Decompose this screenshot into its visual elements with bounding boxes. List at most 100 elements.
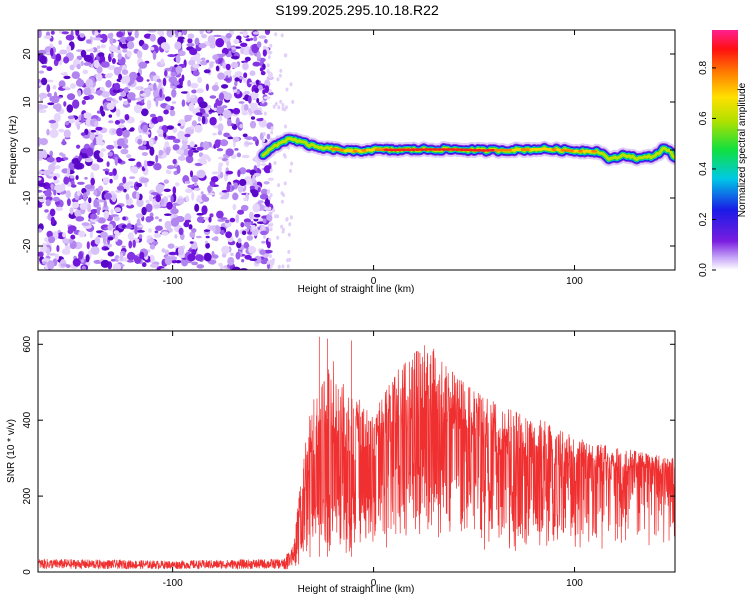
snr-x-tick-label: 100 <box>566 578 583 589</box>
spectrogram-noise-blob <box>217 130 223 136</box>
spectrogram-noise-blob <box>110 258 116 262</box>
spectrogram-noise-blob <box>270 222 274 227</box>
spectrogram-noise-blob <box>281 229 285 234</box>
spectrogram-noise-blob <box>218 92 225 101</box>
spectrogram-noise-blob <box>243 90 250 95</box>
spectrogram-noise-blob <box>117 52 122 60</box>
spectrogram-noise-blob <box>225 148 234 157</box>
spectrogram-noise-blob <box>168 256 178 261</box>
spectrogram-noise-blob <box>196 57 201 66</box>
spectrogram-noise-blob <box>199 30 204 35</box>
spectrogram-noise-blob <box>163 188 171 192</box>
spectrogram-noise-blob <box>211 250 215 257</box>
spectrogram-noise-blob <box>277 105 281 110</box>
spectrogram-noise-blob <box>249 258 258 261</box>
spectrogram-noise-blob <box>260 230 268 236</box>
spectrogram-noise-blob <box>108 120 114 124</box>
spectrogram-noise-blob <box>280 224 284 229</box>
spectrogram-ridge-peak <box>396 148 403 152</box>
spectrogram-noise-blob <box>101 61 110 68</box>
spectrogram-noise-blob <box>170 85 176 89</box>
spectrogram-noise-blob <box>237 185 244 193</box>
spectrogram-noise-blob <box>190 94 195 99</box>
spectrogram-x-tick-label: 0 <box>371 276 377 287</box>
spectrogram-ridge-peak <box>471 148 478 152</box>
spectrogram-noise-blob <box>152 241 159 245</box>
spectrogram-noise-blob <box>185 155 194 164</box>
spectrogram-noise-blob <box>112 263 121 270</box>
spectrogram-noise-blob <box>55 206 64 211</box>
spectrogram-noise-blob <box>135 213 144 219</box>
spectrogram-noise-blob <box>284 53 288 58</box>
spectrogram-noise-blob <box>267 177 274 181</box>
spectrogram-noise-blob <box>285 87 289 92</box>
spectrogram-noise-blob <box>83 54 92 62</box>
spectrogram-noise-blob <box>78 230 86 238</box>
spectrogram-noise-blob <box>263 96 271 100</box>
spectrogram-noise-blob <box>48 253 57 256</box>
spectrogram-noise <box>38 30 295 270</box>
spectrogram-noise-blob <box>69 238 73 244</box>
spectrogram-noise-blob <box>163 109 169 115</box>
spectrogram-noise-blob <box>251 224 256 231</box>
spectrogram-noise-blob <box>266 69 270 74</box>
spectrogram-noise-blob <box>236 152 242 158</box>
spectrogram-noise-blob <box>136 218 141 227</box>
spectrogram-noise-blob <box>100 259 110 268</box>
spectrogram-noise-blob <box>267 55 271 60</box>
spectrogram-noise-blob <box>264 206 268 211</box>
spectrogram-noise-blob <box>53 189 57 196</box>
spectrogram-noise-blob <box>155 154 159 163</box>
spectrogram-noise-blob <box>130 185 134 188</box>
spectrogram-noise-blob <box>166 125 174 130</box>
spectrogram-noise-blob <box>188 102 195 112</box>
spectrogram-noise-blob <box>251 189 259 198</box>
spectrogram-noise-blob <box>96 110 101 114</box>
spectrogram-noise-blob <box>75 30 80 37</box>
spectrogram-noise-blob <box>97 185 104 192</box>
spectrogram-ridge-peak <box>387 148 394 152</box>
spectrogram-noise-blob <box>191 175 199 183</box>
spectrogram-noise-blob <box>243 222 251 227</box>
spectrogram-noise-blob <box>119 252 124 262</box>
spectrogram-noise-blob <box>96 199 106 203</box>
spectrogram-noise-blob <box>65 190 72 199</box>
spectrogram-noise-blob <box>191 120 197 127</box>
spectrogram-noise-blob <box>249 185 255 190</box>
spectrogram-noise-blob <box>266 260 270 265</box>
spectrogram-ridge-peak <box>494 148 500 152</box>
spectrogram-noise-blob <box>136 198 144 207</box>
spectrogram-noise-blob <box>204 240 208 244</box>
spectrogram-noise-blob <box>234 148 239 151</box>
spectrogram-noise-blob <box>121 245 126 248</box>
spectrogram-noise-blob <box>221 245 230 254</box>
spectrogram-noise-blob <box>133 255 142 264</box>
spectrogram-noise-blob <box>195 254 204 262</box>
spectrogram-noise-blob <box>70 234 76 240</box>
spectrogram-noise-blob <box>196 264 205 269</box>
spectrogram-noise-blob <box>124 114 130 121</box>
spectrogram-noise-blob <box>143 159 148 169</box>
spectrogram-noise-blob <box>136 230 145 233</box>
spectrogram-noise-blob <box>217 164 222 174</box>
spectrogram-noise-blob <box>188 224 193 230</box>
spectrogram-noise-blob <box>104 74 109 78</box>
spectrogram-noise-blob <box>81 222 90 227</box>
spectrogram-ridge-peak <box>511 148 518 152</box>
spectrogram-noise-blob <box>281 103 285 107</box>
spectrogram-noise-blob <box>284 124 287 129</box>
spectrogram-noise-blob <box>221 252 227 258</box>
spectrogram-noise-blob <box>40 245 48 253</box>
spectrogram-noise-blob <box>225 33 232 39</box>
spectrogram-noise-blob <box>119 119 126 124</box>
spectrogram-noise-blob <box>191 228 197 233</box>
spectrogram-noise-blob <box>244 254 252 260</box>
spectrogram-noise-blob <box>88 197 92 204</box>
spectrogram-noise-blob <box>47 260 55 270</box>
spectrogram-noise-blob <box>79 203 88 210</box>
spectrogram-noise-blob <box>171 88 177 98</box>
spectrogram-noise-blob <box>209 116 217 126</box>
spectrogram-ridge-peak <box>489 148 496 152</box>
spectrogram-noise-blob <box>241 259 245 263</box>
spectrogram-noise-blob <box>273 161 277 165</box>
